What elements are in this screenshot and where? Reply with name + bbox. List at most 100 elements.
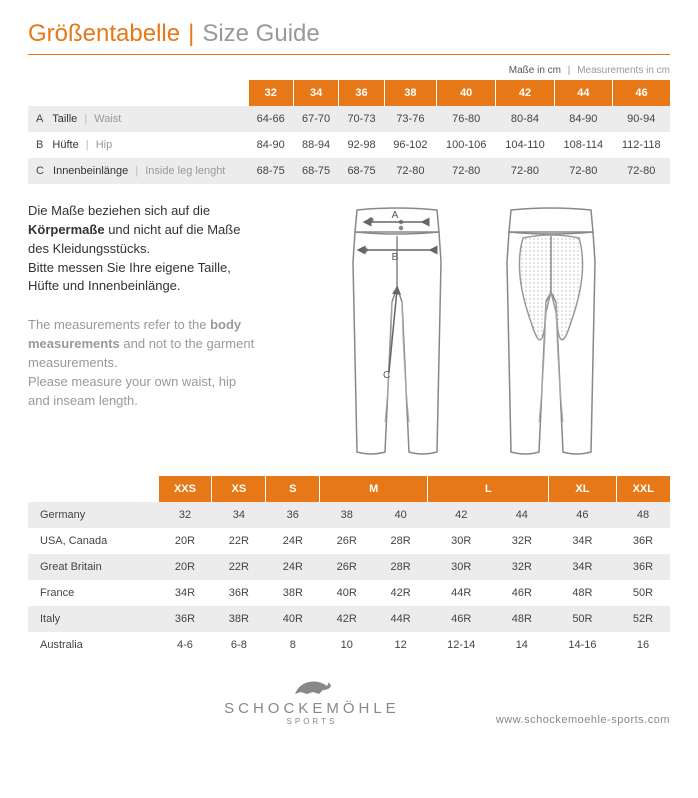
size-class-header: L xyxy=(428,476,549,502)
measurement-value: 90-94 xyxy=(613,106,671,132)
measurement-value: 72-80 xyxy=(554,158,612,184)
title-en: Size Guide xyxy=(202,20,319,48)
country-size-value: 46R xyxy=(495,580,549,606)
country-size-value: 44 xyxy=(495,502,549,528)
country-size-value: 42R xyxy=(320,606,374,632)
country-size-value: 38R xyxy=(266,580,320,606)
description-en: The measurements refer to the body measu… xyxy=(28,316,258,410)
size-header: 44 xyxy=(554,80,612,106)
country-size-value: 48R xyxy=(549,580,616,606)
title-separator: | xyxy=(188,20,194,48)
country-size-value: 28R xyxy=(374,554,428,580)
country-size-value: 48 xyxy=(616,502,670,528)
title-de: Größentabelle xyxy=(28,20,180,48)
country-size-value: 26R xyxy=(320,554,374,580)
country-size-value: 36R xyxy=(158,606,212,632)
measurement-label: B Hüfte | Hip xyxy=(28,132,248,158)
measurement-value: 84-90 xyxy=(248,132,293,158)
country-label: Australia xyxy=(28,632,158,658)
measurement-value: 72-80 xyxy=(437,158,496,184)
country-size-value: 14-16 xyxy=(549,632,616,658)
brand-sub: SPORTS xyxy=(128,717,496,726)
country-size-value: 14 xyxy=(495,632,549,658)
country-size-value: 46R xyxy=(428,606,495,632)
measurement-value: 96-102 xyxy=(384,132,436,158)
country-label: USA, Canada xyxy=(28,528,158,554)
country-size-value: 36R xyxy=(616,554,670,580)
table-row: USA, Canada20R22R24R26R28R30R32R34R36R xyxy=(28,528,670,554)
country-size-value: 16 xyxy=(616,632,670,658)
table-row: A Taille | Waist64-6667-7070-7373-7676-8… xyxy=(28,106,670,132)
country-size-value: 40R xyxy=(320,580,374,606)
size-class-header: XXS xyxy=(158,476,212,502)
units-de: Maße in cm xyxy=(509,65,561,76)
country-label: Italy xyxy=(28,606,158,632)
svg-text:C: C xyxy=(383,370,390,381)
country-size-value: 4-6 xyxy=(158,632,212,658)
country-size-value: 50R xyxy=(616,580,670,606)
size-header: 32 xyxy=(248,80,293,106)
table-row: France34R36R38R40R42R44R46R48R50R xyxy=(28,580,670,606)
brand-logo: SCHOCKEMÖHLE SPORTS xyxy=(128,676,496,726)
country-size-value: 40R xyxy=(266,606,320,632)
measurement-value: 68-75 xyxy=(293,158,338,184)
country-size-value: 28R xyxy=(374,528,428,554)
country-size-value: 22R xyxy=(212,554,266,580)
diagram-column: A B C xyxy=(278,202,670,462)
pants-back-diagram xyxy=(481,202,621,462)
measurement-value: 104-110 xyxy=(496,132,554,158)
size-header: 38 xyxy=(384,80,436,106)
size-header: 42 xyxy=(496,80,554,106)
measurement-value: 67-70 xyxy=(293,106,338,132)
horse-icon xyxy=(289,676,335,698)
footer: SCHOCKEMÖHLE SPORTS www.schockemoehle-sp… xyxy=(28,676,670,726)
units-en: Measurements in cm xyxy=(577,65,670,76)
measurement-table: 3234363840424446 A Taille | Waist64-6667… xyxy=(28,80,670,184)
country-size-value: 34R xyxy=(549,554,616,580)
size-class-header: S xyxy=(266,476,320,502)
country-size-table: XXSXSSMLXLXXL Germany323436384042444648U… xyxy=(28,476,670,658)
country-size-value: 36 xyxy=(266,502,320,528)
country-size-value: 42 xyxy=(428,502,495,528)
country-size-value: 38 xyxy=(320,502,374,528)
svg-text:B: B xyxy=(392,252,399,263)
measurement-label: C Innenbeinlänge | Inside leg lenght xyxy=(28,158,248,184)
country-size-value: 46 xyxy=(549,502,616,528)
measurement-value: 72-80 xyxy=(613,158,671,184)
measurement-value: 88-94 xyxy=(293,132,338,158)
measurement-value: 73-76 xyxy=(384,106,436,132)
pants-front-diagram: A B C xyxy=(327,202,467,462)
country-size-value: 40 xyxy=(374,502,428,528)
country-size-value: 34R xyxy=(549,528,616,554)
size-header: 40 xyxy=(437,80,496,106)
units-separator: | xyxy=(568,65,571,76)
table-row: B Hüfte | Hip84-9088-9492-9896-102100-10… xyxy=(28,132,670,158)
country-size-value: 12 xyxy=(374,632,428,658)
country-size-value: 30R xyxy=(428,528,495,554)
size-class-header: XS xyxy=(212,476,266,502)
table-row: Great Britain20R22R24R26R28R30R32R34R36R xyxy=(28,554,670,580)
title-divider xyxy=(28,54,670,55)
page-title: Größentabelle | Size Guide xyxy=(28,20,670,48)
country-size-value: 50R xyxy=(549,606,616,632)
measurement-value: 68-75 xyxy=(339,158,384,184)
measurement-value: 92-98 xyxy=(339,132,384,158)
country-size-value: 32R xyxy=(495,554,549,580)
country-size-value: 44R xyxy=(428,580,495,606)
table-row: Australia4-66-88101212-141414-1616 xyxy=(28,632,670,658)
svg-text:A: A xyxy=(392,210,399,221)
mid-section: Die Maße beziehen sich auf die Körpermaß… xyxy=(28,202,670,462)
country-size-value: 32 xyxy=(158,502,212,528)
country-size-value: 48R xyxy=(495,606,549,632)
country-size-value: 8 xyxy=(266,632,320,658)
country-size-value: 30R xyxy=(428,554,495,580)
description-column: Die Maße beziehen sich auf die Körpermaß… xyxy=(28,202,258,410)
country-size-value: 34R xyxy=(158,580,212,606)
measurement-value: 76-80 xyxy=(437,106,496,132)
country-size-value: 38R xyxy=(212,606,266,632)
size-header: 34 xyxy=(293,80,338,106)
size-class-header: XL xyxy=(549,476,616,502)
measurement-value: 108-114 xyxy=(554,132,612,158)
measurement-value: 72-80 xyxy=(384,158,436,184)
country-size-value: 10 xyxy=(320,632,374,658)
